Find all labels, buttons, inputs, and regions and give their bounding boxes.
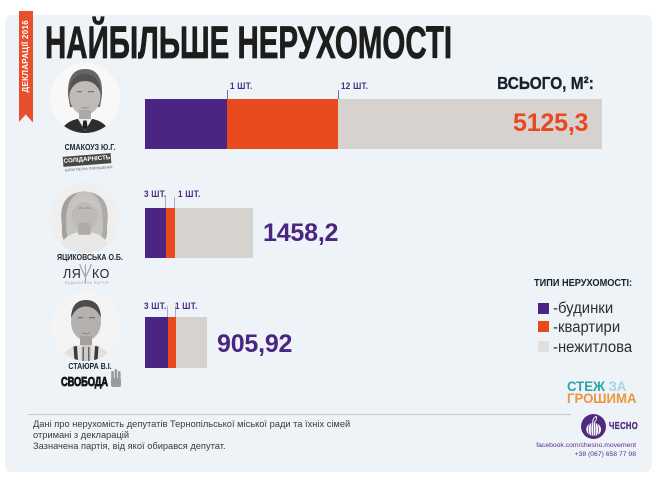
svg-text:КО: КО — [92, 267, 110, 281]
svg-text:ЛЯ: ЛЯ — [63, 267, 81, 281]
